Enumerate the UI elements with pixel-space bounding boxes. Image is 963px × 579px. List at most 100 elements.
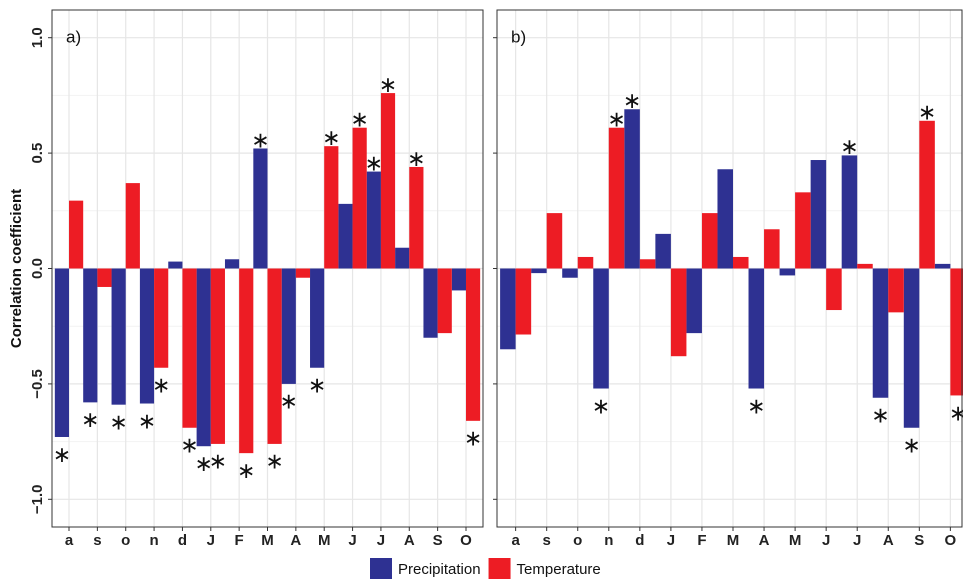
x-tick-label: J	[853, 532, 861, 549]
significance-marker: ∗	[949, 400, 963, 425]
x-tick-label: J	[348, 532, 356, 549]
bar	[253, 148, 268, 269]
bar	[281, 268, 296, 384]
legend-label: Temperature	[517, 561, 601, 578]
x-tick-label: d	[178, 532, 187, 549]
significance-marker: ∗	[607, 107, 625, 132]
significance-marker: ∗	[840, 134, 858, 159]
panel-border	[51, 9, 484, 528]
bar	[380, 93, 396, 269]
bar	[655, 233, 671, 269]
bar	[69, 200, 84, 269]
x-tick-label: S	[433, 532, 443, 549]
bar	[546, 213, 563, 269]
bar	[324, 146, 339, 269]
bar	[239, 268, 254, 454]
bar	[267, 268, 282, 444]
x-tick-label: M	[261, 532, 274, 549]
bar	[182, 268, 197, 428]
bar	[888, 268, 904, 313]
significance-marker: ∗	[138, 408, 156, 433]
bar	[139, 268, 155, 404]
x-tick-label: J	[822, 532, 830, 549]
x-tick-label: d	[635, 532, 644, 549]
significance-marker: ∗	[180, 433, 198, 458]
significance-marker: ∗	[308, 373, 326, 398]
significance-marker: ∗	[53, 442, 71, 467]
x-tick-label: n	[604, 532, 613, 549]
panel: ∗∗ ∗ ∗∗∗∗∗∗∗∗∗ ∗ ∗∗∗∗∗∗	[52, 10, 483, 527]
legend-label: Precipitation	[398, 561, 481, 578]
significance-marker: ∗	[81, 407, 99, 432]
significance-marker: ∗	[265, 449, 283, 474]
bar	[810, 160, 827, 269]
bar	[125, 183, 140, 269]
bar	[295, 268, 311, 278]
bar	[748, 268, 765, 389]
bar	[210, 268, 225, 444]
x-tick-label: S	[914, 532, 924, 549]
bar	[872, 268, 889, 398]
x-tick-label: M	[318, 532, 331, 549]
bar	[338, 203, 353, 269]
bar	[531, 268, 547, 274]
bar	[686, 268, 702, 334]
bar	[83, 268, 98, 403]
x-tick-label: F	[697, 532, 706, 549]
x-tick-label: A	[759, 532, 770, 549]
significance-marker: ∗	[464, 426, 482, 451]
bar	[54, 268, 70, 437]
y-axis-label: Correlation coefficient	[8, 189, 25, 348]
bar	[562, 268, 578, 278]
significance-marker: ∗	[109, 409, 127, 434]
x-tick-label: M	[727, 532, 740, 549]
x-tick-label: n	[149, 532, 158, 549]
x-tick-label: O	[945, 532, 957, 549]
bar	[764, 229, 780, 269]
significance-marker: ∗	[623, 88, 641, 113]
significance-marker: ∗	[209, 449, 227, 474]
x-tick-label: A	[883, 532, 894, 549]
bar	[733, 256, 749, 269]
legend-swatch	[488, 558, 511, 579]
x-tick-label: A	[404, 532, 415, 549]
bar	[903, 268, 920, 428]
bar	[224, 259, 240, 269]
bar	[624, 109, 640, 269]
bar	[97, 268, 112, 287]
significance-marker: ∗	[379, 72, 397, 97]
significance-marker: ∗	[251, 127, 269, 152]
bar	[639, 259, 656, 269]
x-tick-label: J	[207, 532, 215, 549]
bar	[515, 268, 532, 335]
x-tick-label: J	[667, 532, 675, 549]
significance-marker: ∗	[194, 451, 212, 476]
bar	[111, 268, 126, 405]
bar	[670, 268, 687, 357]
x-tick-label: o	[573, 532, 582, 549]
panel-label: a)	[66, 27, 81, 46]
bar	[310, 268, 325, 368]
y-tick-label: 0.5	[29, 143, 46, 164]
significance-marker: ∗	[747, 393, 765, 418]
bar	[857, 263, 873, 269]
x-tick-label: s	[93, 532, 101, 549]
significance-marker: ∗	[322, 125, 340, 150]
significance-marker: ∗	[918, 100, 936, 125]
bar	[779, 268, 796, 276]
x-tick-label: A	[290, 532, 301, 549]
bar	[395, 247, 410, 269]
bar	[919, 120, 935, 269]
bar	[409, 166, 424, 269]
x-tick-label: a	[511, 532, 520, 549]
bar	[352, 127, 367, 269]
bar	[841, 155, 858, 269]
bar	[500, 268, 516, 350]
significance-marker: ∗	[237, 458, 255, 483]
bar	[717, 169, 733, 269]
x-tick-label: a	[65, 532, 74, 549]
bar	[795, 192, 811, 269]
x-tick-label: s	[543, 532, 551, 549]
bar	[577, 256, 594, 269]
